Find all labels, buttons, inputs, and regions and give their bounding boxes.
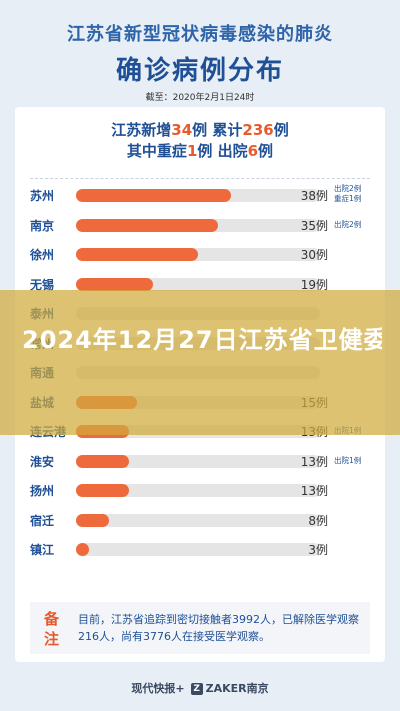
summary-text: 例 累计: [192, 121, 243, 139]
bar: [76, 277, 154, 291]
overlay-headline: 2024年12月27日江苏省卫健委疫情实时，江: [22, 326, 382, 354]
count-label: 35例: [300, 218, 328, 233]
bar-row: 镇江 3例: [30, 538, 385, 562]
bar-row: 无锡 19例: [30, 273, 385, 297]
note-label: 出院2例: [334, 219, 362, 229]
footer-brands: 现代快报+ Z ZAKER南京: [0, 680, 400, 696]
bar: [76, 484, 129, 497]
city-label: 徐州: [30, 248, 55, 262]
headline-overlay: 2024年12月27日江苏省卫健委疫情实时，江: [0, 290, 400, 435]
discharged-count: 6: [247, 142, 259, 160]
summary-text: 例 出院: [197, 142, 248, 160]
count-label: 38例: [300, 189, 328, 203]
bar-row: 宿迁 8例: [30, 509, 385, 533]
bar-track: [76, 218, 320, 232]
zaker-logo-icon: Z: [190, 683, 203, 695]
summary-line-2: 其中重症1例 出院6例: [0, 141, 400, 162]
summary-block: 江苏新增34例 累计236例 其中重症1例 出院6例: [0, 120, 400, 162]
remark-box: 备注 目前，江苏省追踪到密切接触者3992人，已解除医学观察216人，尚有377…: [30, 602, 370, 654]
bar: [76, 454, 129, 468]
bar: [76, 218, 219, 232]
bar-row: 淮安 13例 出院1例: [30, 450, 385, 474]
bar-track: [76, 248, 320, 261]
count-label: 19例: [300, 277, 328, 292]
city-label: 淮安: [30, 454, 55, 469]
bar: [76, 513, 109, 527]
bar-track: [76, 484, 320, 497]
total-cases-count: 236: [242, 121, 274, 139]
city-label: 无锡: [30, 277, 55, 292]
brand-zaker: ZAKER南京: [205, 682, 269, 695]
new-cases-count: 34: [171, 121, 193, 139]
note-label: 出院2例 重症1例: [334, 184, 362, 203]
city-label: 镇江: [30, 543, 55, 557]
summary-text: 例: [273, 121, 289, 139]
city-label: 扬州: [30, 484, 55, 498]
divider: [30, 178, 370, 179]
city-label: 南京: [30, 218, 55, 233]
count-label: 13例: [300, 454, 328, 469]
bar-track: [76, 277, 320, 291]
count-label: 30例: [300, 248, 328, 262]
bar-track: [76, 513, 320, 527]
page-subtitle: 确诊病例分布: [115, 56, 284, 86]
summary-text: 例: [258, 142, 274, 160]
brand-xiandaikuaibao: 现代快报+: [131, 682, 185, 695]
count-label: 13例: [300, 484, 328, 498]
summary-line-1: 江苏新增34例 累计236例: [0, 120, 400, 141]
city-label: 宿迁: [30, 513, 55, 528]
remark-label: 备注: [44, 610, 60, 648]
severe-count: 1: [186, 142, 198, 160]
bar-track: [76, 454, 320, 468]
summary-text: 其中重症: [126, 142, 187, 160]
deadline-text: 截至：2020年2月1日24时: [145, 93, 255, 103]
bar-row: 苏州 38例 出院2例 重症1例: [30, 184, 385, 208]
bar: [76, 189, 231, 202]
bar-row: 南京 35例 出院2例: [30, 214, 385, 238]
bar: [76, 543, 89, 556]
summary-text: 江苏新增: [111, 121, 172, 139]
note-label: 出院1例: [334, 455, 362, 465]
count-label: 8例: [308, 513, 328, 528]
bar-row: 徐州 30例: [30, 243, 385, 267]
city-label: 苏州: [30, 189, 55, 203]
page-title: 江苏省新型冠状病毒感染的肺炎: [67, 24, 333, 45]
bar: [76, 248, 198, 261]
bar-track: [76, 189, 320, 202]
bar-row: 扬州 13例: [30, 479, 385, 503]
remark-text: 目前，江苏省追踪到密切接触者3992人，已解除医学观察216人，尚有3776人在…: [78, 613, 359, 643]
count-label: 3例: [308, 543, 328, 557]
bar-track: [76, 543, 320, 556]
